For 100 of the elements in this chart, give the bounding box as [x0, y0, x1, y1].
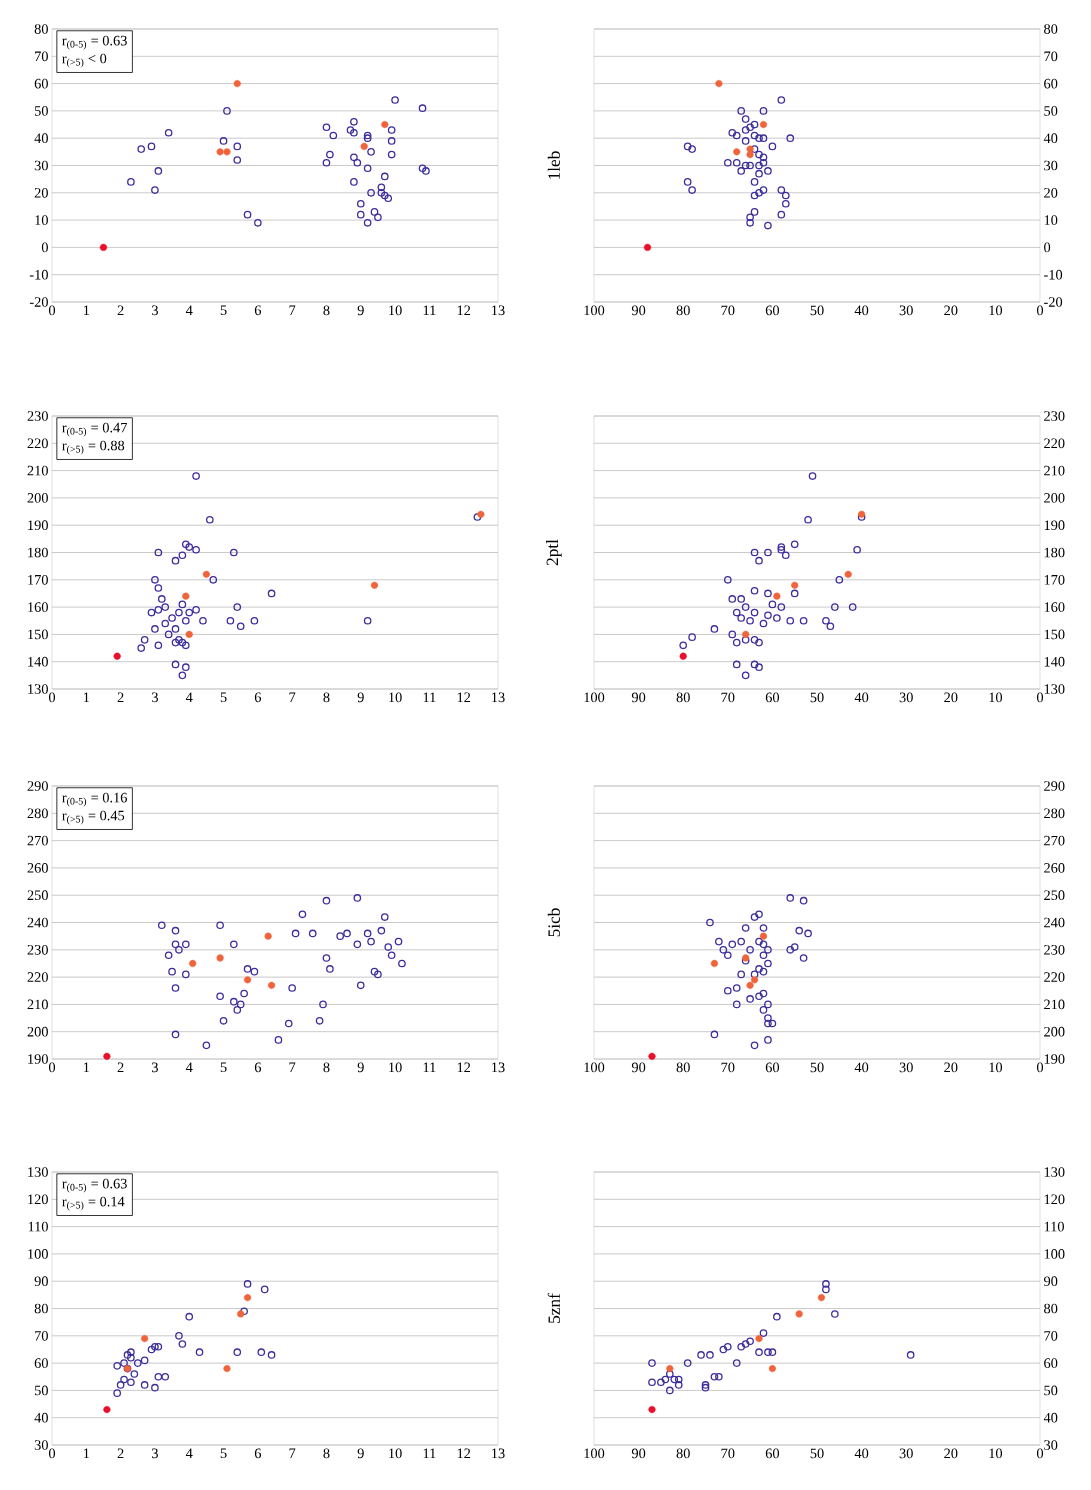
point	[728, 595, 737, 603]
x-tick-label: 50	[810, 305, 824, 316]
point	[764, 945, 772, 954]
point	[746, 981, 754, 989]
point	[746, 616, 754, 625]
y-tick-label: 50	[34, 1385, 48, 1396]
x-tick-label: 50	[810, 1062, 824, 1073]
point	[267, 1351, 276, 1359]
point	[322, 123, 331, 132]
x-tick-label: 40	[854, 1062, 869, 1073]
point	[322, 896, 331, 905]
x-tick-label: 11	[423, 305, 436, 315]
x-tick-label: 12	[457, 1062, 471, 1073]
point	[151, 1342, 159, 1351]
point	[781, 551, 790, 560]
point	[688, 633, 696, 641]
point	[790, 540, 799, 549]
x-tick-label: 90	[631, 692, 646, 703]
point	[764, 1014, 772, 1022]
point	[750, 548, 759, 557]
x-tick-label: 60	[765, 1448, 780, 1459]
point	[377, 183, 386, 192]
y-tick-label: 130	[1044, 1167, 1065, 1177]
point	[746, 145, 754, 153]
point	[394, 937, 403, 946]
point	[147, 1345, 156, 1354]
point	[350, 153, 358, 162]
point	[181, 616, 190, 625]
point	[795, 1310, 803, 1318]
x-tick-label: 10	[989, 305, 1003, 316]
point	[171, 926, 180, 935]
point	[648, 1378, 656, 1387]
y-tick-label: 70	[1044, 51, 1058, 62]
point	[719, 945, 728, 954]
point	[786, 134, 795, 143]
point	[257, 1348, 266, 1357]
y-tick-label: 50	[34, 106, 48, 116]
point	[710, 959, 719, 968]
point	[113, 1389, 122, 1397]
point	[688, 186, 696, 194]
point	[236, 1000, 245, 1009]
point	[755, 1348, 763, 1357]
point	[367, 148, 375, 156]
y-tick-label: 50	[1044, 1385, 1058, 1396]
x-tick-label: 30	[899, 305, 913, 316]
point	[750, 1041, 759, 1050]
point	[755, 134, 763, 143]
x-tick-label: 5	[220, 1062, 227, 1073]
y-axis-title: 1leb	[547, 151, 560, 179]
point	[322, 158, 331, 167]
point	[755, 161, 763, 170]
point	[764, 589, 772, 598]
point	[233, 1006, 242, 1014]
x-tick-label: 5	[220, 692, 227, 703]
point	[755, 556, 763, 565]
point	[363, 929, 372, 938]
y-tick-label: 210	[27, 465, 48, 476]
point	[291, 929, 300, 938]
point	[298, 910, 307, 919]
x-tick-label: 3	[152, 305, 158, 316]
x-tick-label: 90	[631, 1448, 646, 1459]
y-tick-label: 100	[1044, 1249, 1065, 1259]
point	[759, 158, 768, 167]
point	[363, 616, 372, 625]
point	[171, 984, 180, 992]
point	[732, 660, 741, 669]
x-tick-label: 8	[323, 1448, 330, 1459]
x-tick-label: 7	[289, 692, 296, 702]
y-tick-label: 10	[1044, 215, 1058, 225]
point	[831, 1310, 839, 1318]
point	[192, 545, 200, 554]
point	[140, 636, 149, 644]
point	[380, 913, 389, 921]
point	[178, 671, 187, 680]
point	[715, 937, 723, 946]
y-tick-label: 160	[1044, 602, 1065, 612]
point	[398, 959, 406, 968]
point	[199, 616, 207, 625]
point	[670, 1375, 679, 1384]
point	[790, 943, 799, 951]
y-tick-label: 210	[27, 999, 48, 1010]
point	[157, 595, 166, 603]
point	[791, 581, 799, 589]
point	[326, 150, 334, 159]
x-tick-label: 9	[357, 1448, 364, 1459]
point	[808, 472, 817, 480]
point	[679, 652, 687, 660]
point	[350, 128, 358, 137]
point	[223, 107, 231, 115]
point	[356, 199, 365, 208]
x-tick-label: 30	[899, 1448, 913, 1459]
point	[764, 221, 772, 230]
y-tick-label: 230	[1044, 944, 1065, 955]
point	[822, 1285, 830, 1294]
y-tick-label: 130	[1044, 684, 1065, 694]
y-tick-label: 20	[34, 187, 48, 198]
point	[192, 606, 200, 614]
point	[777, 96, 786, 104]
x-tick-label: 9	[357, 1062, 364, 1073]
annotation: r$_{(0-5)}$ = 0.63	[62, 35, 127, 50]
